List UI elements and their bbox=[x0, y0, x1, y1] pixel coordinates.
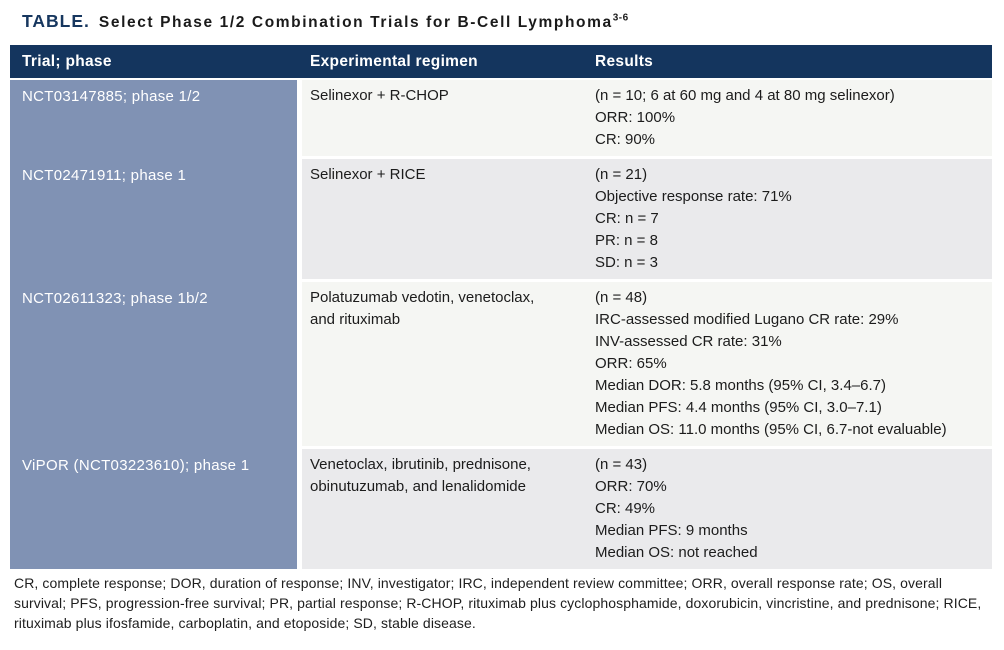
text-line: PR: n = 8 bbox=[595, 232, 658, 249]
text-line: (n = 21) bbox=[595, 166, 648, 183]
results-cell: (n = 48) IRC-assessed modified Lugano CR … bbox=[589, 282, 992, 446]
text-line: IRC-assessed modified Lugano CR rate: 29… bbox=[595, 311, 899, 328]
table-body: NCT03147885; phase 1/2 Selinexor + R-CHOP… bbox=[10, 80, 992, 569]
table-row: NCT02611323; phase 1b/2 Polatuzumab vedot… bbox=[10, 282, 992, 446]
text-line: Median PFS: 9 months bbox=[595, 522, 748, 539]
text-line: Median OS: not reached bbox=[595, 544, 758, 561]
column-header-experimental-regimen: Experimental regimen bbox=[310, 52, 478, 70]
results-cell: (n = 21) Objective response rate: 71% CR: … bbox=[589, 159, 992, 279]
experimental-regimen-cell: Polatuzumab vedotin, venetoclax, and ritu… bbox=[302, 282, 589, 446]
text-line: Median PFS: 4.4 months (95% CI, 3.0–7.1) bbox=[595, 399, 882, 416]
text-line: obinutuzumab, and lenalidomide bbox=[310, 478, 526, 495]
text-line: Median DOR: 5.8 months (95% CI, 3.4–6.7) bbox=[595, 377, 886, 394]
text-line: and rituximab bbox=[310, 311, 401, 328]
table-header-row: Trial; phase Experimental regimen Result… bbox=[10, 45, 992, 78]
text-line: Median OS: 11.0 months (95% CI, 6.7-not … bbox=[595, 421, 947, 438]
table-row: NCT02471911; phase 1 Selinexor + RICE (n =… bbox=[10, 159, 992, 279]
text-line: CR: 90% bbox=[595, 131, 656, 148]
table-title-superscript: 3-6 bbox=[612, 12, 629, 24]
table-title: TABLE. Select Phase 1/2 Combination Trial… bbox=[22, 11, 629, 32]
table-title-label: TABLE. bbox=[22, 11, 90, 31]
text-line: ViPOR (NCT03223610); phase 1 bbox=[22, 457, 250, 474]
column-header-trial-phase: Trial; phase bbox=[22, 52, 112, 70]
text-line: ORR: 65% bbox=[595, 355, 667, 372]
experimental-regimen-cell: Selinexor + R-CHOP bbox=[302, 80, 589, 156]
text-line: Venetoclax, ibrutinib, prednisone, bbox=[310, 456, 531, 473]
text-line: ORR: 100% bbox=[595, 109, 676, 126]
text-line: ORR: 70% bbox=[595, 478, 667, 495]
text-line: (n = 10; 6 at 60 mg and 4 at 80 mg selin… bbox=[595, 87, 895, 104]
table-row: ViPOR (NCT03223610); phase 1 Venetoclax, … bbox=[10, 449, 992, 569]
trial-phase-cell: NCT03147885; phase 1/2 bbox=[10, 80, 297, 156]
trial-phase-cell: NCT02471911; phase 1 bbox=[10, 159, 297, 279]
text-line: Selinexor + RICE bbox=[310, 166, 426, 183]
column-header-results: Results bbox=[595, 52, 654, 70]
text-line: NCT02471911; phase 1 bbox=[22, 167, 187, 184]
abbreviations-footnote: CR, complete response; DOR, duration of … bbox=[14, 575, 982, 631]
text-line: (n = 43) bbox=[595, 456, 648, 473]
text-line: Selinexor + R-CHOP bbox=[310, 87, 449, 104]
text-line: CR: n = 7 bbox=[595, 210, 659, 227]
text-line: Objective response rate: 71% bbox=[595, 188, 792, 205]
trial-phase-cell: NCT02611323; phase 1b/2 bbox=[10, 282, 297, 446]
experimental-regimen-cell: Selinexor + RICE bbox=[302, 159, 589, 279]
results-cell: (n = 10; 6 at 60 mg and 4 at 80 mg selin… bbox=[589, 80, 992, 156]
table-title-text: Select Phase 1/2 Combination Trials for … bbox=[98, 14, 613, 31]
text-line: NCT03147885; phase 1/2 bbox=[22, 88, 201, 105]
text-line: INV-assessed CR rate: 31% bbox=[595, 333, 782, 350]
text-line: CR: 49% bbox=[595, 500, 656, 517]
text-line: NCT02611323; phase 1b/2 bbox=[22, 290, 208, 307]
text-line: SD: n = 3 bbox=[595, 254, 658, 271]
text-line: Polatuzumab vedotin, venetoclax, bbox=[310, 289, 535, 306]
trials-table: Trial; phase Experimental regimen Result… bbox=[10, 45, 992, 569]
table-row: NCT03147885; phase 1/2 Selinexor + R-CHOP… bbox=[10, 80, 992, 156]
trial-phase-cell: ViPOR (NCT03223610); phase 1 bbox=[10, 449, 297, 569]
text-line: (n = 48) bbox=[595, 289, 648, 306]
experimental-regimen-cell: Venetoclax, ibrutinib, prednisone, obinut… bbox=[302, 449, 589, 569]
results-cell: (n = 43) ORR: 70% CR: 49% Median PFS: 9 mon… bbox=[589, 449, 992, 569]
